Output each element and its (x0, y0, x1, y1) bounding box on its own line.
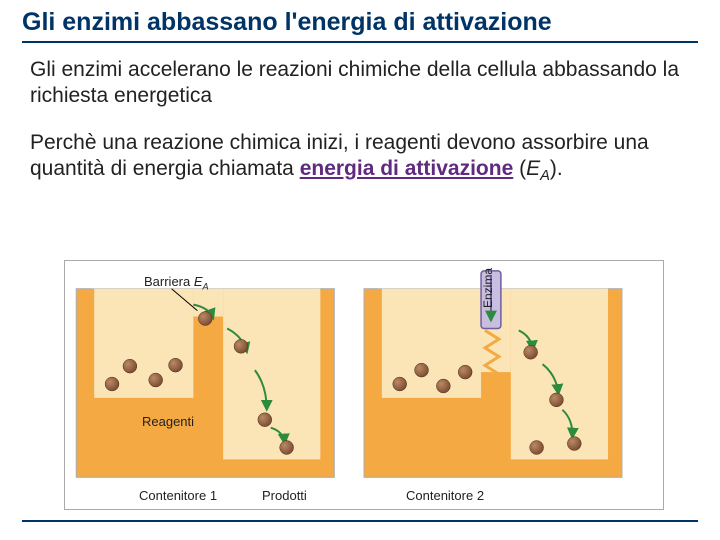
activation-energy-term: energia di attivazione (300, 157, 514, 180)
diagram-area: Barriera EA Enzima Reagenti Contenitore … (64, 260, 664, 520)
para2-open: ( (513, 157, 526, 180)
label-barrier-pre: Barriera (144, 274, 194, 289)
label-container-2: Contenitore 2 (406, 488, 484, 503)
para2-close: ). (550, 157, 563, 180)
intro-text: Gli enzimi accelerano le reazioni chimic… (0, 53, 720, 122)
label-container-1: Contenitore 1 (139, 488, 217, 503)
vessels-svg (64, 260, 664, 510)
label-prodotti: Prodotti (262, 488, 307, 503)
label-enzima: Enzima (481, 268, 495, 308)
label-barrier: Barriera EA (144, 274, 209, 292)
bottom-rule (22, 520, 698, 522)
label-barrier-sub: A (203, 282, 209, 292)
label-reagenti: Reagenti (142, 414, 194, 429)
ea-subscript: A (540, 168, 550, 184)
page-title: Gli enzimi abbassano l'energia di attiva… (0, 0, 720, 41)
label-barrier-sym: E (194, 274, 203, 289)
title-underline (22, 41, 698, 43)
paragraph-2: Perchè una reazione chimica inizi, i rea… (0, 122, 720, 186)
ea-symbol: E (526, 157, 540, 180)
